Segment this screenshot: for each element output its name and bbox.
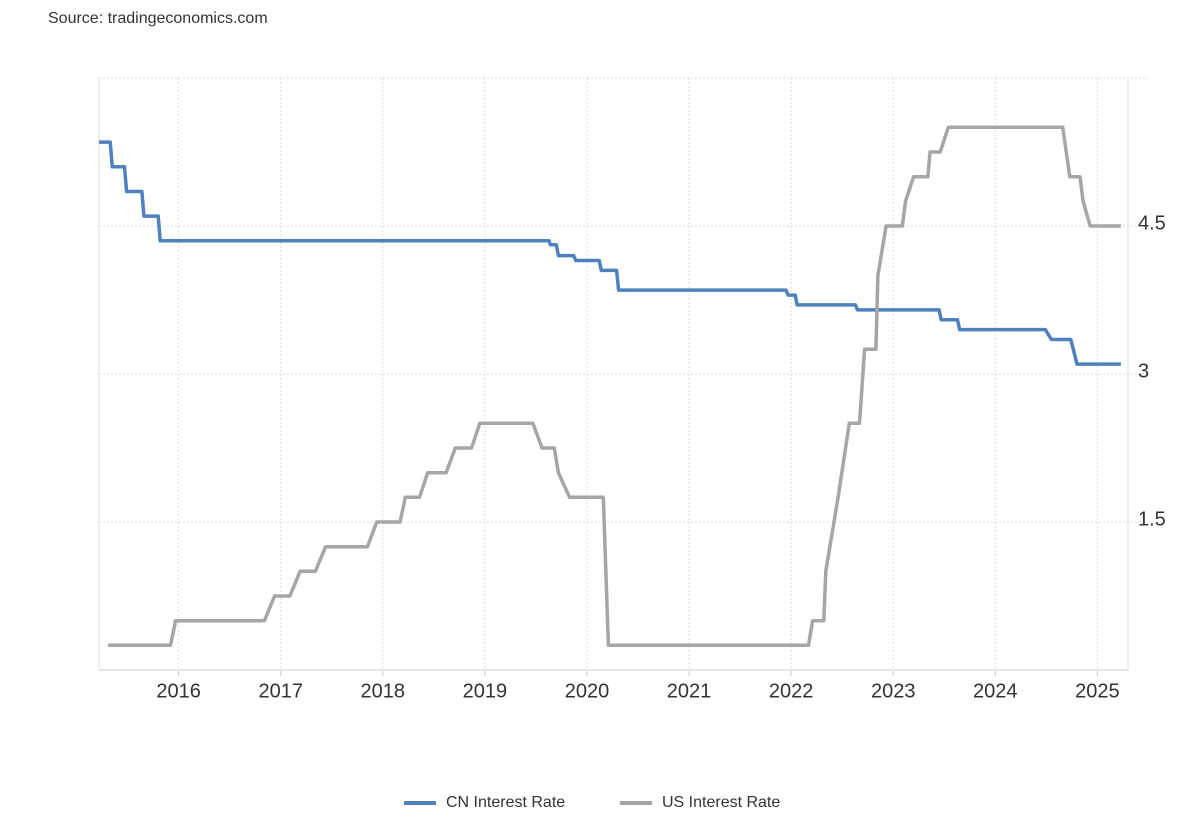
legend-label: US Interest Rate xyxy=(662,794,780,811)
x-tick-label: 2018 xyxy=(361,680,406,702)
y-tick-label: 1.5 xyxy=(1138,508,1166,530)
y-tick-label: 3 xyxy=(1138,360,1149,382)
x-tick-label: 2017 xyxy=(258,680,303,702)
x-tick-label: 2023 xyxy=(871,680,916,702)
x-tick-label: 2022 xyxy=(769,680,814,702)
x-tick-label: 2021 xyxy=(667,680,712,702)
x-tick-label: 2016 xyxy=(156,680,201,702)
x-tick-label: 2019 xyxy=(463,680,508,702)
legend-label: CN Interest Rate xyxy=(446,794,565,811)
x-tick-label: 2024 xyxy=(973,680,1018,702)
series-line xyxy=(99,140,1121,366)
y-tick-label: 4.5 xyxy=(1138,212,1166,234)
x-tick-label: 2020 xyxy=(565,680,610,702)
x-tick-label: 2025 xyxy=(1075,680,1120,702)
series-line xyxy=(108,125,1121,648)
source-note: Source: tradingeconomics.com xyxy=(48,10,268,27)
